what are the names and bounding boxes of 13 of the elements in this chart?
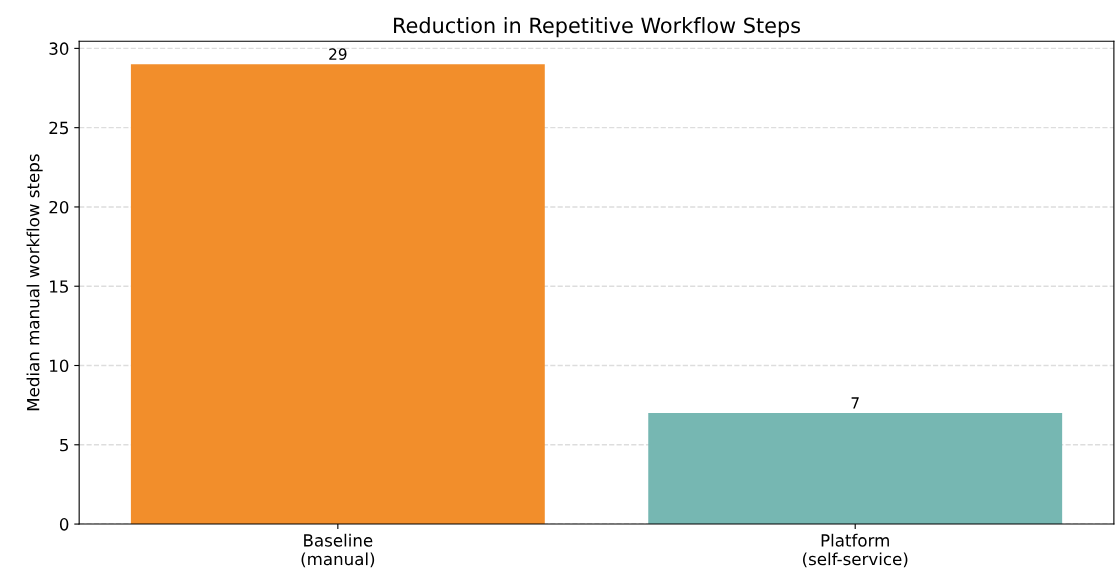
y-axis-title: Median manual workflow steps xyxy=(26,154,43,411)
data-label: 29 xyxy=(329,48,347,60)
y-tick-label: 25 xyxy=(49,121,68,135)
y-tick-label: 30 xyxy=(49,42,69,55)
data-label: 7 xyxy=(851,397,859,409)
y-tick-label: 5 xyxy=(60,438,68,452)
y-tick-label: 0 xyxy=(59,518,69,531)
y-tick-label: 20 xyxy=(49,200,69,214)
y-tick-label: 10 xyxy=(50,359,69,373)
x-tick-label: Baseline (manual) xyxy=(301,533,375,568)
chart-title: Reduction in Repetitive Workflow Steps xyxy=(394,17,801,38)
x-tick-label: Platform (self-service) xyxy=(803,533,908,568)
y-tick-label: 15 xyxy=(50,280,68,293)
